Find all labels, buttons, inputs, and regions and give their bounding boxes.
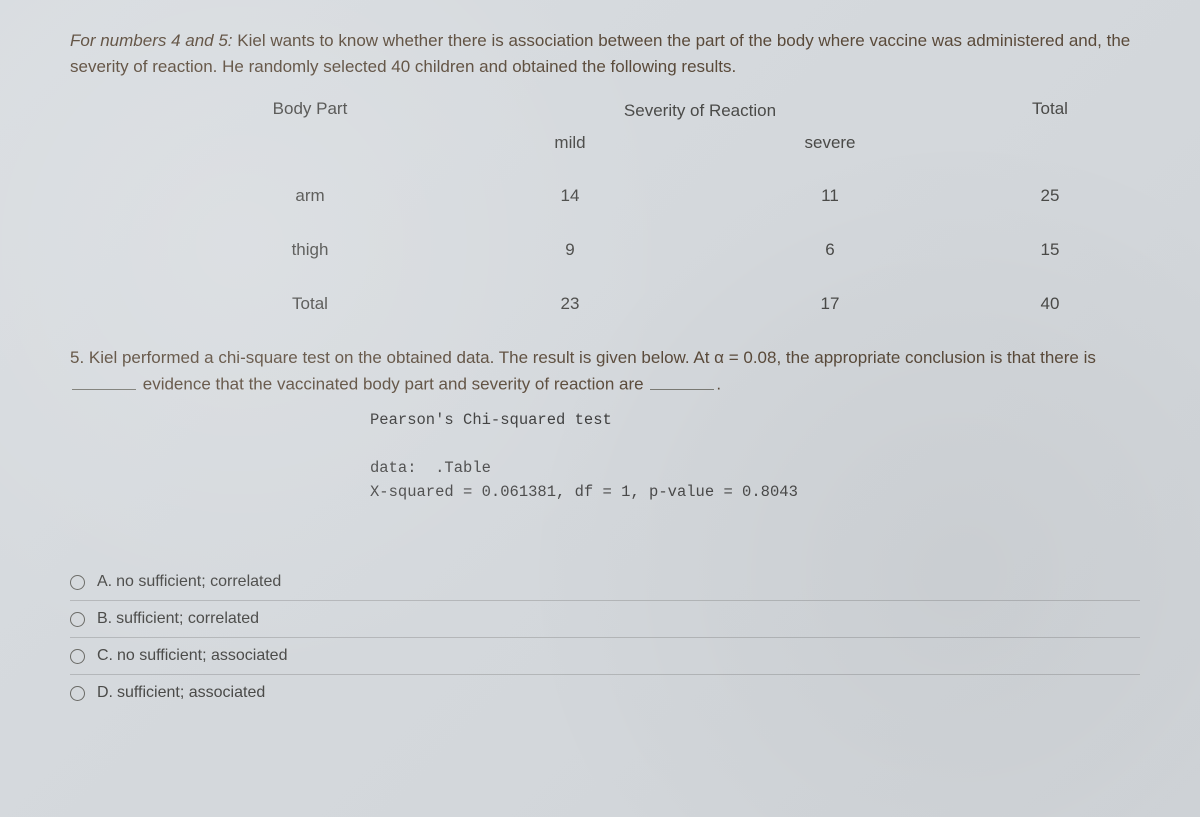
table-row: arm 14 11 25	[180, 169, 1140, 223]
cell-severe: 17	[700, 277, 960, 331]
table-row: thigh 9 6 15	[180, 223, 1140, 277]
code-line-1: data: .Table	[370, 459, 491, 477]
q5-tail: .	[716, 375, 721, 394]
header-body-part: Body Part	[180, 99, 440, 169]
cell-mild: 14	[440, 169, 700, 223]
q5-lead: 5. Kiel performed a chi-square test on t…	[70, 348, 1096, 367]
contingency-table: Body Part Severity of Reaction Total mil…	[180, 99, 1140, 331]
code-line-2: X-squared = 0.061381, df = 1, p-value = …	[370, 483, 798, 501]
option-letter: D.	[97, 684, 113, 702]
option-b[interactable]: B. sufficient; correlated	[70, 600, 1140, 637]
option-text: sufficient; associated	[117, 684, 265, 702]
cell-total: 40	[960, 277, 1140, 331]
cell-total: 25	[960, 169, 1140, 223]
context-italic-prefix: For numbers 4 and 5:	[70, 31, 233, 50]
radio-icon	[70, 686, 85, 701]
row-label: thigh	[180, 223, 440, 277]
cell-severe: 11	[700, 169, 960, 223]
q5-mid: evidence that the vaccinated body part a…	[143, 375, 644, 394]
header-total: Total	[960, 99, 1140, 169]
option-letter: C.	[97, 647, 113, 665]
radio-icon	[70, 612, 85, 627]
cell-mild: 23	[440, 277, 700, 331]
blank-1	[72, 371, 136, 390]
option-a[interactable]: A. no sufficient; correlated	[70, 564, 1140, 600]
option-text: no sufficient; correlated	[116, 573, 281, 591]
cell-mild: 9	[440, 223, 700, 277]
row-label: arm	[180, 169, 440, 223]
radio-icon	[70, 649, 85, 664]
option-c[interactable]: C. no sufficient; associated	[70, 637, 1140, 674]
chi-square-output: Pearson's Chi-squared test data: .Table …	[370, 408, 1140, 504]
question-5-stem: 5. Kiel performed a chi-square test on t…	[70, 345, 1140, 398]
option-text: sufficient; correlated	[116, 610, 259, 628]
option-d[interactable]: D. sufficient; associated	[70, 674, 1140, 711]
header-severe: severe	[700, 133, 960, 169]
cell-severe: 6	[700, 223, 960, 277]
table-row: Total 23 17 40	[180, 277, 1140, 331]
option-letter: B.	[97, 610, 112, 628]
code-title: Pearson's Chi-squared test	[370, 411, 612, 429]
header-severity: Severity of Reaction	[440, 99, 960, 133]
blank-2	[650, 371, 714, 390]
header-mild: mild	[440, 133, 700, 169]
row-label: Total	[180, 277, 440, 331]
answer-options: A. no sufficient; correlated B. sufficie…	[70, 564, 1140, 711]
option-letter: A.	[97, 573, 112, 591]
radio-icon	[70, 575, 85, 590]
context-paragraph: For numbers 4 and 5: Kiel wants to know …	[70, 28, 1140, 81]
cell-total: 15	[960, 223, 1140, 277]
option-text: no sufficient; associated	[117, 647, 287, 665]
